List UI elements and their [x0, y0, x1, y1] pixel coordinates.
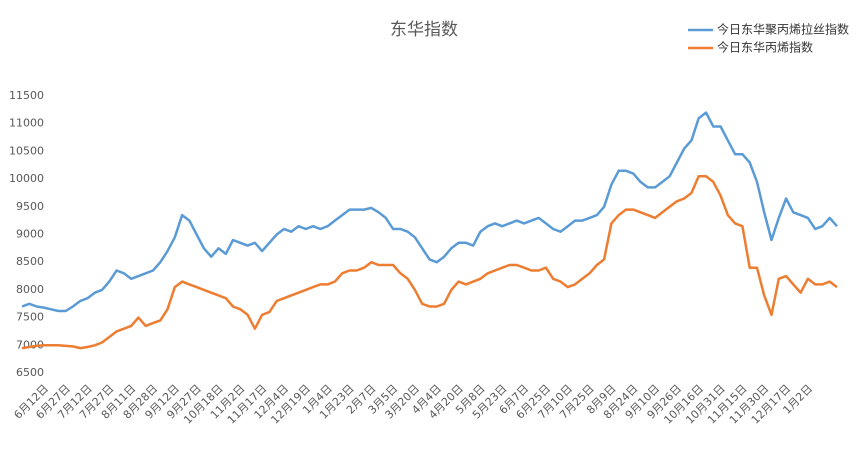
legend-label: 今日东华丙烯指数 [717, 40, 813, 55]
chart-title: 东华指数 [390, 20, 458, 40]
y-tick-label: 11000 [9, 117, 44, 130]
series-line [21, 111, 838, 313]
y-tick-label: 10000 [9, 172, 44, 185]
y-tick-label: 8000 [16, 283, 44, 296]
y-tick-label: 8500 [16, 255, 44, 268]
series-line [21, 175, 838, 350]
y-tick-label: 9000 [16, 228, 44, 241]
y-tick-label: 10500 [9, 144, 44, 157]
y-tick-label: 6500 [16, 366, 44, 379]
y-tick-label: 9500 [16, 200, 44, 213]
y-tick-label: 7500 [16, 311, 44, 324]
y-tick-label: 11500 [9, 89, 44, 102]
legend-label: 今日东华聚丙烯拉丝指数 [717, 22, 849, 37]
